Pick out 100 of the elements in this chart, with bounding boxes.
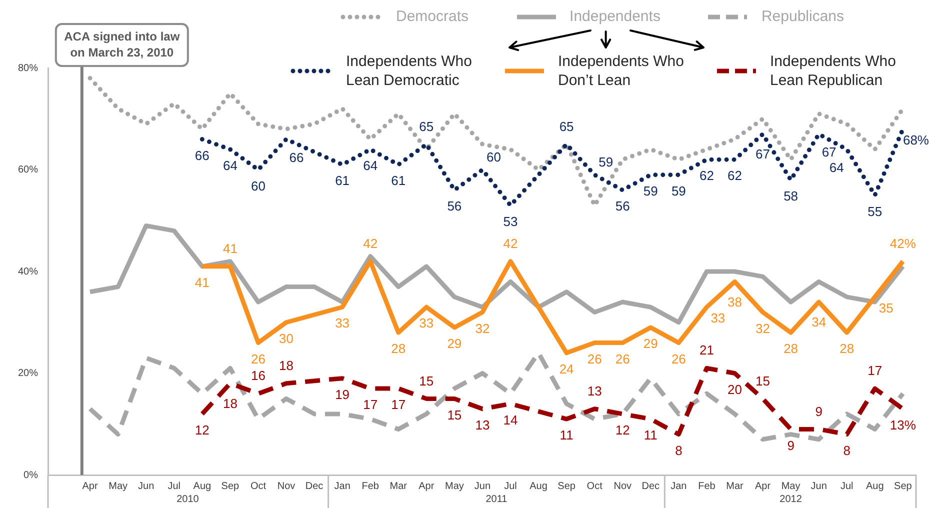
x-tick-label: Nov	[277, 480, 296, 492]
x-tick-label: Jun	[474, 480, 491, 492]
data-label: 26	[587, 351, 602, 366]
data-label: 17	[868, 363, 882, 378]
data-label: 19	[335, 386, 350, 402]
data-label: 13	[587, 383, 602, 398]
x-tick-label: Sep	[221, 480, 240, 492]
data-label: 11	[560, 428, 574, 443]
data-label: 26	[250, 351, 266, 366]
data-label: 64	[363, 158, 378, 173]
data-label: 60	[486, 149, 501, 164]
data-label: 26	[671, 351, 686, 366]
data-label: 64	[829, 160, 844, 175]
data-label: 15	[447, 407, 462, 422]
data-label: 18	[279, 358, 294, 374]
x-tick-label: Apr	[754, 480, 772, 492]
x-tick-label: Sep	[894, 480, 912, 492]
data-label: 60	[250, 178, 266, 194]
legend-label: Republicans	[761, 7, 844, 26]
x-tick-label: Mar	[390, 480, 408, 492]
x2-tick-label: 2011	[486, 494, 508, 505]
data-label: 56	[615, 198, 630, 214]
data-label: 29	[643, 336, 658, 352]
ref-line-label: ACA signed into law on March 23, 2010	[64, 29, 180, 60]
data-label: 67	[822, 144, 836, 160]
x-tick-label: Apr	[418, 480, 435, 492]
x-tick-label: May	[108, 480, 128, 492]
data-label: 28	[784, 341, 798, 356]
data-label: 29	[447, 336, 462, 352]
x-tick-label: Feb	[698, 480, 716, 492]
data-label: 11	[644, 428, 658, 443]
x-tick-label: Jan	[670, 480, 687, 492]
data-label: 66	[289, 150, 304, 165]
data-label: 35	[878, 300, 894, 316]
data-label: 18	[222, 396, 238, 412]
data-label: 16	[250, 368, 266, 384]
data-label: 62	[728, 168, 742, 184]
y-tick-label: 80%	[18, 62, 38, 74]
x-tick-label: Jul	[840, 480, 854, 492]
data-label: 66	[194, 148, 210, 163]
x2-tick-label: 2012	[780, 494, 802, 505]
x-tick-label: Aug	[530, 480, 548, 492]
data-label: 33	[335, 316, 350, 331]
data-label: 41	[222, 240, 238, 256]
data-label: 68%	[902, 132, 930, 148]
data-label: 28	[840, 341, 854, 356]
data-label: 13	[475, 417, 490, 432]
data-label: 59	[643, 183, 658, 198]
data-label: 28	[391, 341, 406, 356]
x-tick-label: May	[444, 480, 464, 492]
x-tick-label: Oct	[250, 480, 266, 492]
data-label: 53	[503, 214, 518, 229]
data-label: 38	[728, 294, 742, 310]
data-label: 30	[279, 330, 294, 346]
y-tick-label: 20%	[18, 368, 38, 379]
x-tick-label: Jan	[334, 480, 350, 492]
x-tick-label: Feb	[362, 480, 380, 492]
data-label: 32	[756, 320, 770, 336]
data-label: 33	[710, 310, 726, 326]
legend-label: Democrats	[396, 7, 469, 26]
x-tick-label: Mar	[726, 480, 744, 492]
data-label: 20	[728, 382, 742, 397]
data-label: 15	[756, 373, 770, 388]
data-label: 65	[559, 118, 574, 134]
data-label: 67	[756, 146, 770, 162]
data-label: 61	[335, 173, 350, 188]
legend-label: Independents	[570, 7, 660, 26]
data-label: 65	[419, 118, 434, 134]
y-tick-label: 0%	[24, 470, 38, 481]
data-label: 8	[843, 442, 850, 458]
data-label: 42%	[890, 236, 916, 251]
x-tick-label: Jul	[504, 480, 517, 492]
data-label: 59	[671, 183, 686, 198]
x-tick-label: May	[781, 480, 800, 492]
y-tick-label: 40%	[18, 266, 38, 278]
data-label: 17	[363, 397, 378, 412]
data-label: 13%	[890, 417, 916, 432]
data-label: 21	[699, 342, 714, 358]
data-label: 34	[812, 314, 826, 330]
legend-label: Independents Who Lean Republican	[770, 52, 897, 90]
data-label: 8	[675, 442, 682, 458]
data-label: 64	[222, 158, 238, 173]
data-label: 9	[815, 404, 822, 419]
x-tick-label: Dec	[305, 480, 324, 492]
data-label: 32	[475, 320, 490, 336]
x-tick-label: Aug	[193, 480, 212, 492]
x2-tick-label: 2010	[176, 494, 200, 505]
legend-label: Independents Who Don’t Lean	[558, 52, 685, 90]
legend-label: Independents Who Lean Democratic	[346, 52, 473, 90]
data-label: 41	[194, 274, 210, 290]
x-tick-label: Jul	[168, 480, 181, 492]
x-tick-label: Jun	[810, 480, 827, 492]
data-label: 59	[598, 154, 614, 170]
data-label: 61	[391, 173, 406, 188]
data-label: 42	[363, 236, 378, 251]
data-label: 62	[699, 168, 714, 184]
data-label: 55	[868, 204, 882, 219]
data-label: 24	[559, 361, 574, 376]
data-label: 58	[784, 188, 798, 204]
x-tick-label: Apr	[82, 480, 98, 492]
